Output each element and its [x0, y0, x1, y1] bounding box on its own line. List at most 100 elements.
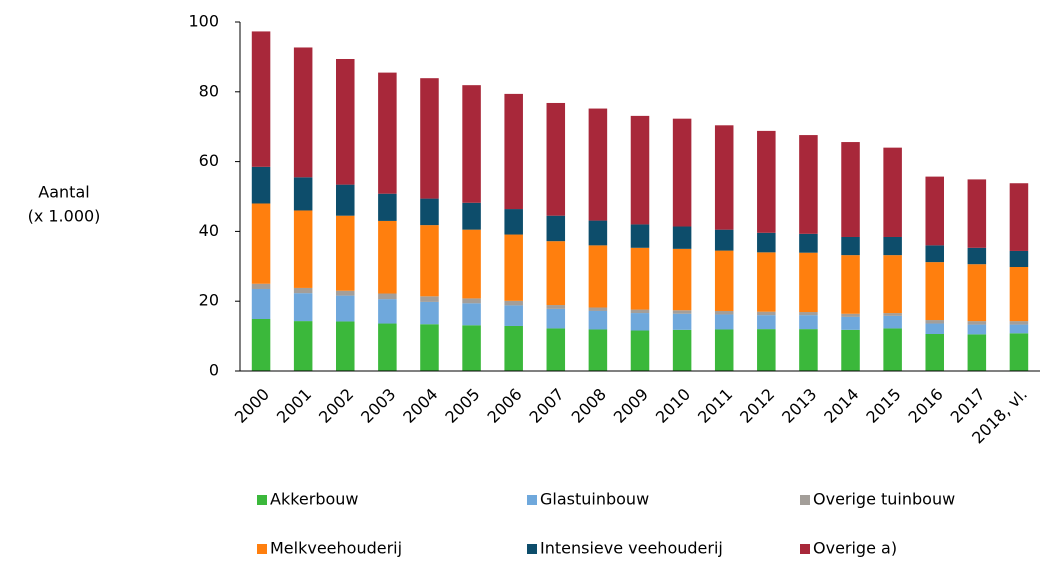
bar-segment: [1009, 183, 1029, 251]
bar-segment: [504, 300, 523, 306]
x-tick-label: 2016: [905, 385, 947, 427]
bar-segment: [630, 247, 650, 310]
bar-segment: [588, 245, 608, 308]
x-tick-label: 2015: [862, 385, 904, 427]
bar-segment: [293, 321, 313, 371]
bar-segment: [504, 325, 523, 371]
bar-segment: [378, 193, 397, 221]
bar-segment: [883, 147, 902, 237]
bar-segment: [799, 312, 818, 316]
bar-segment: [504, 305, 523, 326]
bar-segment: [336, 58, 355, 185]
bar-segment: [462, 202, 481, 230]
y-tick-label: 80: [199, 81, 219, 100]
bar-segment: [967, 324, 987, 335]
bar-segment: [420, 301, 439, 325]
bar-segment: [1009, 324, 1029, 334]
bar-segment: [672, 118, 692, 227]
x-tick-label: 2008: [568, 385, 610, 427]
x-tick-label: 2000: [231, 385, 273, 427]
bar-segment: [672, 310, 692, 314]
bar-segment: [378, 323, 397, 371]
y-tick-label: 20: [199, 291, 219, 310]
bar-segment: [967, 264, 987, 322]
y-tick-label: 100: [188, 12, 219, 31]
bar-segment: [504, 234, 523, 301]
x-tick-label: 2007: [526, 385, 568, 427]
bar-segment: [925, 176, 944, 246]
legend-swatch: [527, 495, 537, 505]
bar-segment: [757, 232, 776, 253]
bar-segment: [588, 220, 608, 246]
bar-segment: [462, 303, 481, 326]
bar-segment: [841, 313, 860, 317]
bar-segment: [672, 313, 692, 330]
bar-segment: [714, 314, 734, 330]
bar-segment: [883, 313, 902, 316]
bar-segment: [799, 135, 818, 234]
bar-segment: [799, 252, 818, 313]
bar-segment: [799, 233, 818, 253]
bar-segment: [841, 329, 860, 371]
bar-segment: [251, 318, 271, 371]
bar-segment: [462, 298, 481, 304]
bar-segment: [967, 321, 987, 325]
bar-segment: [757, 315, 776, 330]
bar-segment: [925, 245, 944, 263]
bar-segment: [841, 142, 860, 237]
bar-segment: [883, 315, 902, 329]
x-tick-label: 2003: [357, 385, 399, 427]
bar-segment: [630, 309, 650, 314]
bar-segment: [883, 255, 902, 314]
bar-segment: [757, 130, 776, 233]
bar-segment: [546, 328, 566, 371]
bar-segment: [925, 334, 944, 371]
y-tick-label: 60: [199, 151, 219, 170]
bar-segment: [588, 310, 608, 330]
x-tick-label: 2010: [652, 385, 694, 427]
bar-segment: [251, 203, 271, 284]
bar-segment: [883, 328, 902, 371]
bar-segment: [1009, 266, 1029, 322]
bar-segment: [714, 310, 734, 315]
bar-segment: [672, 226, 692, 249]
bar-segment: [420, 324, 439, 371]
bar-segment: [462, 85, 481, 203]
bar-segment: [336, 184, 355, 216]
bar-segment: [672, 248, 692, 311]
bar-segment: [841, 316, 860, 330]
bar-segment: [925, 320, 944, 324]
legend-swatch: [527, 544, 537, 554]
bar-segment: [841, 255, 860, 314]
bar-segment: [799, 315, 818, 330]
y-tick-label: 0: [209, 361, 219, 380]
bar-segment: [630, 330, 650, 371]
bar-segment: [378, 299, 397, 324]
x-tick-label: 2002: [315, 385, 357, 427]
legend-label: Overige tuinbouw: [813, 490, 955, 509]
bar-segment: [462, 325, 481, 371]
bar-segment: [336, 295, 355, 322]
bar-segment: [462, 229, 481, 299]
bar-segment: [757, 252, 776, 312]
bar-segment: [630, 115, 650, 225]
bar-segment: [967, 179, 987, 248]
bar-segment: [714, 329, 734, 371]
bar-segment: [420, 296, 439, 302]
bar-segment: [378, 220, 397, 294]
y-axis-label: (x 1.000): [28, 207, 101, 226]
x-tick-label: 2013: [778, 385, 820, 427]
x-tick-label: 2014: [820, 385, 862, 427]
bar-segment: [841, 236, 860, 256]
bar-segment: [420, 225, 439, 297]
x-tick-label: 2005: [441, 385, 483, 427]
bar-segment: [883, 236, 902, 256]
bar-segment: [588, 108, 608, 221]
bar-segment: [672, 329, 692, 371]
legend-swatch: [257, 544, 267, 554]
bar-segment: [251, 31, 271, 167]
bar-segment: [546, 215, 566, 242]
bar-segment: [967, 247, 987, 265]
x-tick-label: 2012: [736, 385, 778, 427]
